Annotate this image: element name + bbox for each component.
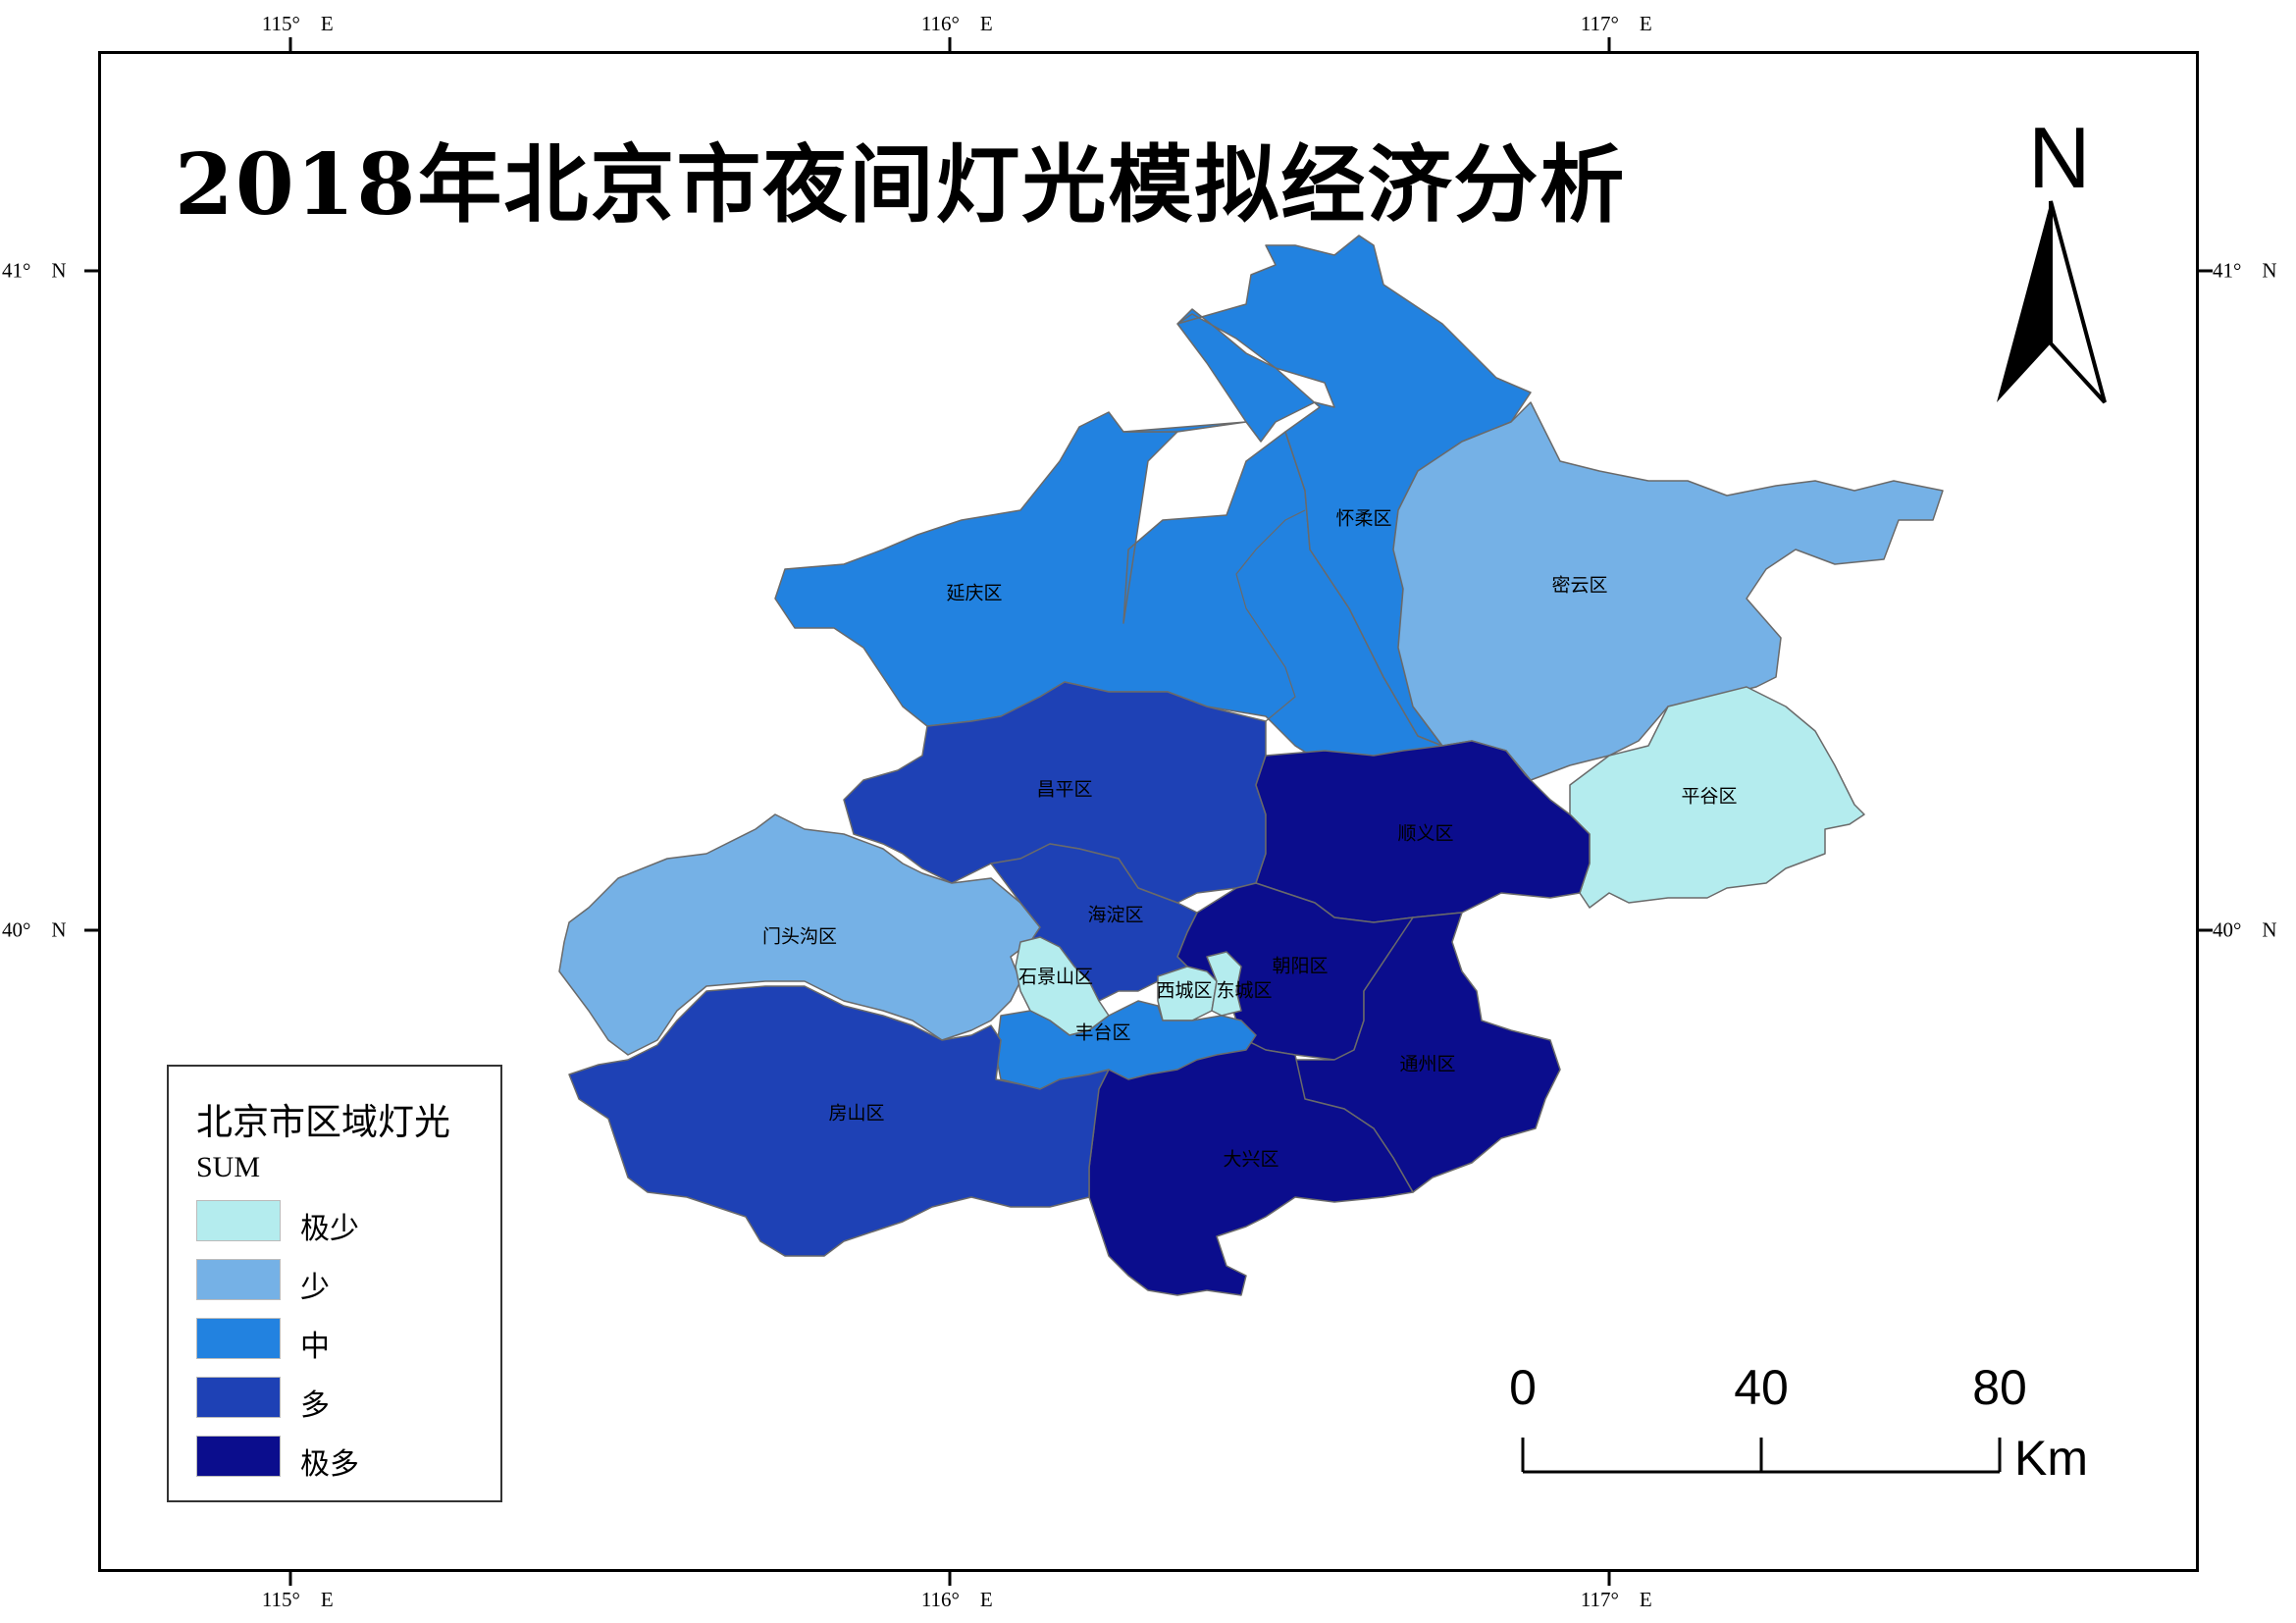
district-daxing[interactable] [1088, 1029, 1414, 1296]
lon-label-top-116: 116° E [920, 12, 993, 35]
legend-label: 极少 [300, 1212, 359, 1246]
lat-label-right-40: 40° N [2213, 917, 2277, 942]
legend-item: 少 [196, 1259, 491, 1305]
legend-swatch [196, 1318, 281, 1359]
lon-label-bottom-116: 116° E [920, 1588, 993, 1611]
district-label: 密云区 [1551, 574, 1608, 597]
legend-label: 少 [300, 1271, 330, 1305]
scale-bar: 0 40 80 Km [1472, 1359, 2088, 1487]
district-label: 延庆区 [946, 582, 1003, 604]
district-label: 丰台区 [1074, 1021, 1131, 1044]
north-arrow-icon [1997, 200, 2107, 404]
district-label: 平谷区 [1681, 785, 1738, 808]
district-label: 东城区 [1216, 979, 1273, 1002]
district-label: 大兴区 [1223, 1148, 1279, 1171]
legend-label: 中 [300, 1330, 330, 1364]
north-arrow: N [1987, 108, 2114, 412]
district-fangshan[interactable] [568, 985, 1110, 1257]
district-pinggu[interactable] [1569, 686, 1865, 909]
legend: 北京市区域灯光 SUM 极少 少 中 多 极多 [167, 1065, 502, 1502]
north-arrow-letter: N [2028, 109, 2091, 206]
legend-item: 极多 [196, 1436, 491, 1482]
district-label: 西城区 [1156, 979, 1213, 1002]
district-tongzhou[interactable] [1294, 912, 1561, 1193]
district-label: 海淀区 [1087, 904, 1144, 926]
legend-swatch [196, 1200, 281, 1241]
district-label: 门头沟区 [761, 925, 838, 948]
district-label: 通州区 [1399, 1053, 1456, 1075]
district-dongcheng[interactable] [1206, 951, 1242, 1017]
district-label: 怀柔区 [1335, 507, 1392, 530]
map-frame [98, 51, 2199, 1572]
district-label: 朝阳区 [1272, 955, 1329, 977]
district-label: 房山区 [828, 1102, 885, 1125]
legend-swatch [196, 1259, 281, 1300]
district-label: 顺义区 [1397, 822, 1454, 845]
lat-label-right-41: 41° N [2213, 258, 2277, 283]
scale-tick-40: 40 [1734, 1360, 1789, 1415]
lon-label-top-117: 117° E [1580, 12, 1652, 35]
legend-swatch [196, 1377, 281, 1418]
legend-item: 中 [196, 1318, 491, 1364]
scale-tick-80: 80 [1972, 1360, 2027, 1415]
scale-unit: Km [2014, 1431, 2088, 1486]
scale-bar-line [1521, 1438, 2002, 1474]
legend-title: 北京市区域灯光 [196, 1101, 450, 1143]
legend-field: SUM [196, 1151, 261, 1183]
lat-label-left-40: 40° N [2, 917, 67, 942]
map-title: 2018年北京市夜间灯光模拟经济分析 [175, 135, 1627, 235]
lat-label-left-41: 41° N [2, 258, 67, 283]
legend-label: 极多 [300, 1447, 359, 1482]
lon-label-bottom-115: 115° E [261, 1588, 334, 1611]
district-label: 昌平区 [1036, 778, 1093, 801]
district-label: 石景山区 [1018, 966, 1094, 988]
legend-label: 多 [300, 1388, 330, 1423]
lon-label-bottom-117: 117° E [1580, 1588, 1652, 1611]
lon-label-top-115: 115° E [261, 12, 334, 35]
legend-swatch [196, 1436, 281, 1477]
legend-item: 多 [196, 1377, 491, 1423]
scale-tick-0: 0 [1509, 1360, 1537, 1415]
legend-item: 极少 [196, 1200, 491, 1246]
